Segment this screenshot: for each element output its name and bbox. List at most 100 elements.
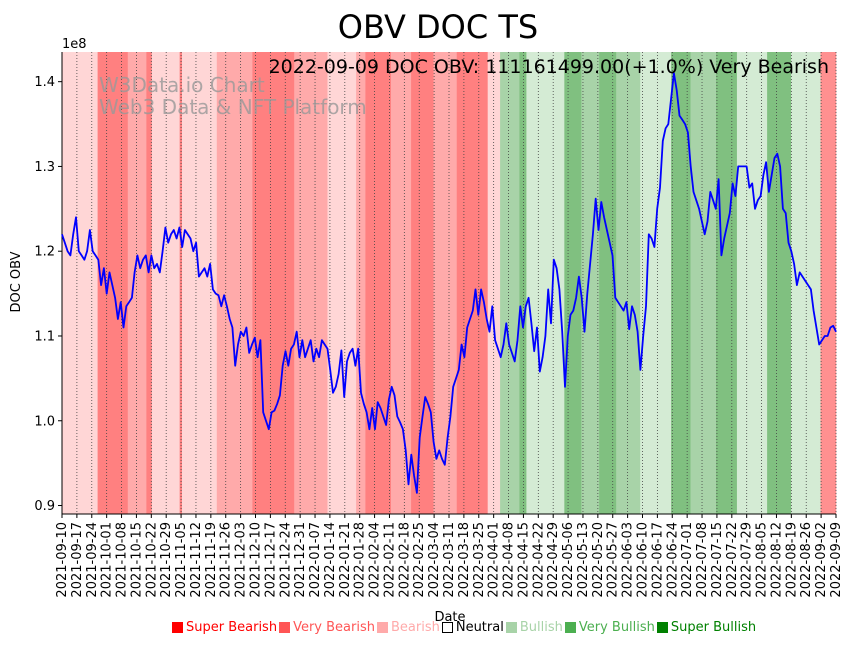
x-tick-label: 2022-02-11 [382, 522, 397, 598]
plot-area: 2021-09-10 2021-09-17 2021-09-24 2021-10-01… [34, 52, 844, 598]
x-tick-label: 2021-12-24 [278, 522, 293, 598]
obv-series-line [61, 72, 837, 494]
sentiment-band [671, 52, 691, 514]
sentiment-band [690, 52, 717, 514]
legend-label: Neutral [455, 620, 504, 635]
x-tick-label: 2022-08-26 [799, 522, 814, 598]
legend-item: Bullish [505, 620, 563, 635]
sentiment-band [433, 52, 458, 514]
sentiment-band [327, 52, 357, 514]
x-tick-label: 2022-04-29 [546, 522, 561, 598]
legend-swatch [656, 622, 668, 633]
legend-label: Bullish [519, 620, 563, 635]
x-tick-label: 2021-09-10 [55, 522, 70, 598]
x-tick-label: 2022-03-11 [442, 522, 457, 598]
legend-swatch [172, 622, 183, 633]
x-tick-label: 2022-04-08 [502, 522, 517, 598]
x-tick-label: 2021-09-17 [70, 522, 85, 598]
x-tick-label: 2022-03-04 [427, 522, 442, 598]
sentiment-band [97, 52, 129, 514]
x-tick-label: 2021-12-03 [234, 522, 249, 598]
x-tick-label: 2022-07-15 [710, 522, 725, 598]
x-tick-label: 2022-07-22 [725, 522, 740, 598]
y-tick-label: 1.3 [34, 160, 55, 175]
sentiment-band [62, 52, 98, 514]
x-tick-label: 2021-12-10 [249, 522, 264, 598]
x-tick-label: 2021-11-26 [219, 522, 234, 598]
x-tick-label: 2021-10-15 [129, 522, 144, 598]
x-tick-label: 2022-07-08 [695, 522, 710, 598]
sentiment-band [216, 52, 253, 514]
x-tick-label: 2022-01-14 [323, 522, 338, 598]
x-tick-label: 2022-06-17 [650, 522, 665, 598]
legend-item: Neutral [441, 620, 504, 635]
x-tick-label: 2022-05-20 [591, 522, 606, 598]
y-tick-label: 1.0 [34, 414, 55, 429]
x-tick-label: 2021-10-22 [144, 522, 159, 598]
y-axis-label: DOC OBV [9, 251, 24, 312]
legend-label: Very Bullish [578, 620, 655, 635]
sentiment-band [356, 52, 366, 514]
sentiment-band [500, 52, 520, 514]
sentiment-band [640, 52, 672, 514]
sentiment-band [716, 52, 738, 514]
sentiment-band [294, 52, 328, 514]
chart-title: OBV DOC TS [338, 8, 538, 46]
x-tick-label: 2022-01-28 [353, 522, 368, 598]
legend-swatch [376, 622, 388, 633]
legend-swatch [279, 622, 291, 633]
sentiment-band [456, 52, 488, 514]
x-tick-label: 2021-09-24 [85, 522, 100, 598]
x-tick-label: 2021-12-17 [263, 522, 278, 598]
watermark-line2: Web3 Data & NFT Platform [99, 95, 367, 119]
x-tick-label: 2022-04-22 [531, 522, 546, 598]
x-tick-label: 2022-02-25 [412, 522, 427, 598]
sentiment-band [252, 52, 295, 514]
x-tick-label: 2022-08-05 [755, 522, 770, 598]
x-tick-label: 2022-09-09 [829, 522, 844, 598]
x-tick-label: 2022-06-24 [665, 522, 680, 598]
sentiment-band [127, 52, 147, 514]
x-tick-label: 2021-10-08 [115, 522, 130, 598]
y-tick-label: 1.1 [34, 329, 55, 344]
x-tick-label: 2022-04-15 [516, 522, 531, 598]
x-tick-label: 2022-07-29 [740, 522, 755, 598]
legend-item: Super Bullish [656, 620, 757, 635]
legend: Super Bearish Very Bearish Bearish Neutral B… [172, 620, 758, 635]
sentiment-band [411, 52, 434, 514]
x-tick-label: 2022-08-12 [769, 522, 784, 598]
sentiment-band [365, 52, 392, 514]
y-tick-label: 0.9 [34, 499, 55, 514]
x-tick-label: 2022-07-01 [680, 522, 695, 598]
x-tick-label: 2022-02-04 [368, 522, 383, 598]
x-tick-label: 2022-06-03 [621, 522, 636, 598]
sentiment-band [616, 52, 641, 514]
watermark-line1: W3Data.io Chart [99, 73, 265, 97]
x-axis-label: Date [434, 610, 465, 625]
sentiment-band [599, 52, 617, 514]
x-tick-label: 2021-11-19 [204, 522, 219, 598]
y-tick-label: 1.4 [34, 75, 55, 90]
legend-swatch [564, 622, 576, 633]
x-tick-label: 2022-05-06 [561, 522, 576, 598]
x-tick-label: 2022-06-10 [636, 522, 651, 598]
legend-item: Very Bullish [564, 620, 655, 635]
legend-swatch [441, 622, 453, 633]
x-tick-label: 2021-12-31 [293, 522, 308, 598]
x-tick-label: 2022-01-21 [338, 522, 353, 598]
sentiment-band [581, 52, 600, 514]
x-tick-label: 2021-10-01 [100, 522, 115, 598]
x-tick-label: 2022-01-07 [308, 522, 323, 598]
x-tick-label: 2022-04-01 [487, 522, 502, 598]
sentiment-band [390, 52, 412, 514]
legend-label: Super Bearish [186, 620, 278, 635]
x-tick-label: 2021-10-29 [159, 522, 174, 598]
x-tick-label: 2022-03-18 [457, 522, 472, 598]
legend-item: Very Bearish [279, 620, 375, 635]
legend-item: Bearish [376, 620, 440, 635]
sentiment-band [146, 52, 153, 514]
x-tick-label: 2022-08-19 [784, 522, 799, 598]
x-tick-label: 2022-05-13 [576, 522, 591, 598]
legend-label: Super Bullish [670, 620, 757, 635]
